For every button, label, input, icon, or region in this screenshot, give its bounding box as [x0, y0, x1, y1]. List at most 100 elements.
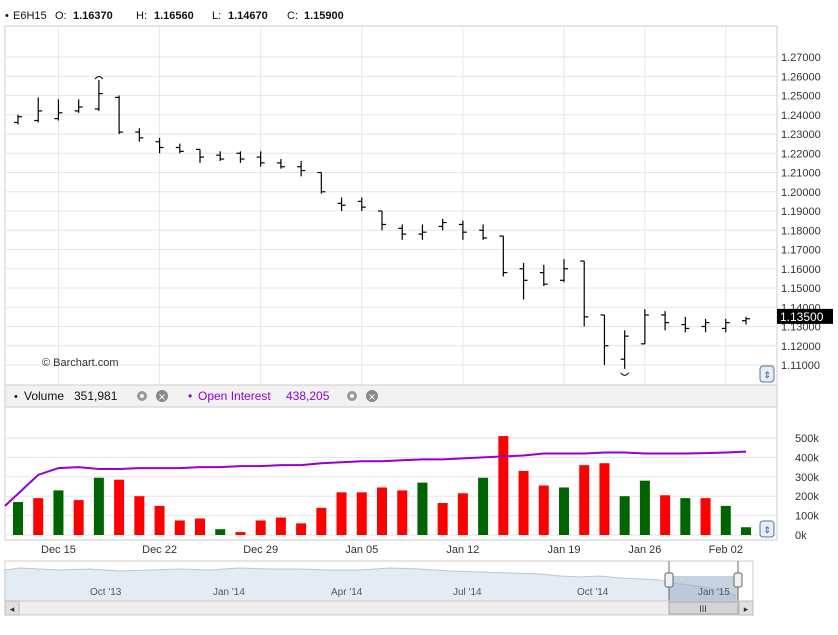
close-label: C: — [287, 10, 298, 22]
volume-header-bar — [4, 384, 778, 408]
price-panel-toggle-button[interactable]: ⇕ — [759, 365, 775, 383]
price-bar — [196, 148, 204, 163]
volume-bar — [457, 493, 468, 535]
volume-bar — [579, 465, 590, 535]
price-bar — [337, 197, 346, 211]
volume-panel-toggle-button[interactable]: ⇕ — [759, 520, 775, 538]
date-tick-label: Dec 15 — [41, 544, 76, 556]
date-tick-label: Jan 19 — [547, 544, 580, 556]
volume-label: Volume — [24, 389, 64, 403]
volume-bar — [498, 436, 509, 535]
updown-arrows-icon: ⇕ — [763, 371, 771, 381]
scrollbar-thumb[interactable] — [668, 601, 739, 615]
price-tick-label: 1.26000 — [781, 71, 821, 83]
price-bar — [34, 97, 43, 123]
low-label: L: — [212, 10, 221, 22]
low-value: 1.14670 — [228, 10, 268, 22]
price-tick-label: 1.18000 — [781, 225, 821, 237]
price-tick-label: 1.22000 — [781, 148, 821, 160]
volume-bar — [660, 495, 671, 535]
price-tick-label: 1.21000 — [781, 168, 821, 180]
bullet-icon: • — [188, 389, 192, 403]
volume-bar — [316, 507, 327, 535]
price-bar — [135, 128, 144, 142]
price-panel — [4, 25, 778, 386]
price-bar — [94, 80, 103, 111]
price-bar — [54, 99, 63, 121]
volume-close-button[interactable]: × — [156, 390, 168, 403]
price-bar — [701, 318, 710, 333]
volume-bar — [93, 477, 104, 535]
price-bar — [499, 235, 508, 277]
updown-arrows-icon: ⇕ — [763, 526, 771, 536]
price-bar — [216, 151, 225, 161]
last-price-label: 1.13500 — [780, 310, 824, 324]
oi-close-button[interactable]: × — [366, 390, 378, 403]
price-bar — [721, 318, 730, 333]
date-tick-label: Feb 02 — [709, 544, 743, 556]
volume-bar — [619, 496, 630, 535]
price-bar — [276, 159, 285, 169]
volume-settings-button[interactable] — [137, 391, 147, 401]
price-bar — [539, 264, 548, 287]
scroll-left-button[interactable] — [4, 600, 20, 616]
symbol-label: E6H15 — [13, 10, 47, 22]
date-tick-label: Jan 05 — [345, 544, 378, 556]
price-bar — [600, 314, 609, 365]
navigator[interactable]: Oct '13 Jan '14 Apr '14 Jul '14 Oct '14 … — [4, 560, 754, 602]
volume-tick-label: 200k — [795, 491, 819, 503]
price-bar — [681, 316, 690, 333]
navigator-label: Jan '14 — [213, 587, 245, 598]
price-bar — [175, 143, 184, 154]
bullet-icon: • — [14, 391, 18, 403]
navigator-scrollbar[interactable]: ◂ ▸ III — [4, 600, 754, 616]
volume-bar — [478, 477, 489, 535]
volume-bar — [255, 520, 266, 535]
price-bar — [640, 309, 649, 345]
volume-bar — [417, 482, 428, 535]
price-bar — [378, 210, 386, 231]
price-bar — [661, 311, 670, 331]
scrollbar-track[interactable] — [4, 600, 754, 616]
navigator-left-handle[interactable] — [664, 572, 674, 588]
date-tick-label: Jan 26 — [628, 544, 661, 556]
scroll-right-button[interactable] — [738, 600, 754, 616]
price-bar — [297, 160, 306, 177]
navigator-label: Jul '14 — [453, 587, 482, 598]
ohlc-header: • E6H15 O: 1.16370 H: 1.16560 L: 1.14670… — [5, 10, 344, 22]
date-tick-label: Jan 12 — [446, 544, 479, 556]
navigator-right-handle[interactable] — [733, 572, 743, 588]
volume-bar — [437, 502, 448, 535]
price-bar — [620, 330, 629, 369]
volume-bar — [559, 487, 569, 535]
price-tick-label: 1.11000 — [781, 360, 820, 372]
volume-bar — [296, 523, 307, 535]
navigator-label: Oct '14 — [577, 587, 609, 598]
close-icon: × — [158, 392, 166, 403]
navigator-selection[interactable] — [669, 576, 738, 601]
volume-bar — [538, 485, 549, 535]
volume-bar — [215, 529, 226, 535]
low-marker — [620, 372, 630, 376]
volume-bar — [680, 498, 691, 535]
price-tick-label: 1.13000 — [781, 322, 821, 334]
price-bar — [438, 218, 447, 231]
volume-bar — [134, 496, 145, 535]
volume-tick-label: 500k — [795, 433, 819, 445]
high-marker — [94, 76, 104, 80]
price-bar — [560, 259, 568, 283]
oi-settings-button[interactable] — [347, 391, 357, 401]
volume-bar — [195, 518, 205, 535]
volume-bar — [720, 505, 731, 535]
open-label: O: — [55, 10, 67, 22]
close-value: 1.15900 — [304, 10, 344, 22]
price-tick-label: 1.12000 — [781, 341, 821, 353]
volume-bar — [599, 463, 610, 535]
price-bar — [519, 262, 528, 300]
open-value: 1.16370 — [73, 10, 113, 22]
volume-bar — [53, 490, 64, 535]
volume-bar — [397, 490, 408, 535]
volume-bar — [174, 520, 185, 535]
volume-bar — [73, 500, 84, 535]
